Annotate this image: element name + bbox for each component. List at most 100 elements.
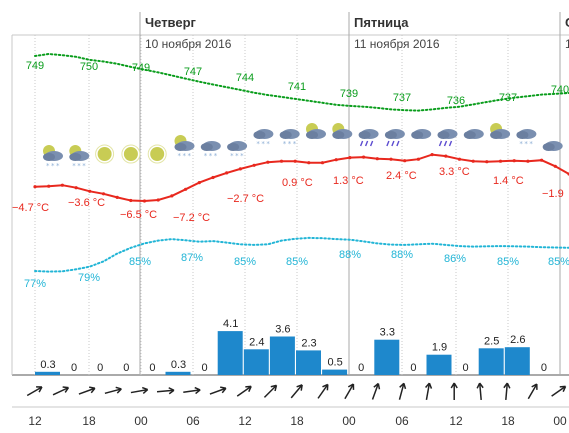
cloud-shape	[43, 153, 55, 161]
precipitation-bar	[165, 371, 191, 375]
hour-tick-label: 18	[290, 414, 304, 428]
raindrop-icon	[448, 140, 453, 147]
wind-arrow-shaft	[317, 384, 329, 399]
sun-icon	[147, 144, 167, 164]
snowflake-icon: *	[51, 162, 55, 170]
raindrop-icon	[386, 140, 390, 147]
precipitation-bar	[478, 348, 504, 376]
wind-arrow-head	[476, 382, 484, 389]
wind-arrow-icon	[344, 383, 355, 400]
wind-arrow-shaft	[263, 384, 277, 398]
snowflake-icon: *	[56, 162, 60, 170]
snowflake-icon: *	[288, 140, 292, 148]
temperature-label: 1.4 °C	[493, 175, 524, 187]
humidity-label: 79%	[78, 272, 100, 284]
precipitation-label: 0	[71, 362, 77, 374]
hour-tick-label: 06	[186, 414, 200, 428]
temperature-label: −1.9	[542, 188, 564, 200]
snowflake-icon: *	[230, 152, 234, 160]
temperature-series: −4.7 °C −3.6 °C −6.5 °C −7.2 °C −2.7 °C 0.9 °…	[12, 153, 569, 224]
precipitation-bar	[217, 331, 243, 375]
wind-arrow-icon	[130, 386, 149, 394]
cloud-shape	[174, 143, 187, 151]
hour-axis: 12 18 00 06 12 18 00 06 12 18 00	[28, 414, 567, 428]
wind-arrow-head	[220, 386, 227, 394]
raindrop-icon	[443, 140, 448, 147]
precipitation-bar	[426, 354, 452, 375]
raindrop-icon	[369, 140, 374, 147]
cloud-icon	[411, 129, 432, 139]
wind-arrow-shaft	[183, 389, 201, 393]
humidity-label: 85%	[129, 256, 151, 268]
precipitation-bar	[269, 336, 295, 375]
pressure-label: 749	[26, 60, 44, 72]
wind-arrow-head	[322, 383, 329, 391]
sun-disc	[150, 147, 165, 161]
wind-arrow-head	[36, 386, 43, 393]
day-name: С	[565, 15, 569, 30]
wind-arrow-head	[425, 382, 433, 389]
temperature-label: 2.4 °C	[386, 170, 417, 182]
sun-disc	[123, 147, 138, 161]
precipitation-label: 2.5	[484, 335, 499, 347]
snowflake-icon: *	[256, 140, 260, 148]
temperature-label: 0.9 °C	[282, 177, 313, 189]
wind-arrow-head	[373, 382, 381, 390]
wind-arrow-icon	[290, 384, 303, 399]
pressure-label: 736	[447, 95, 465, 107]
wind-arrow-head	[296, 384, 303, 391]
cloud-icon	[463, 129, 484, 139]
snowflake-icon: *	[266, 140, 270, 148]
temperature-label: −4.7 °C	[12, 202, 49, 214]
precipitation-label: 0	[97, 362, 103, 374]
snowflake-icon: *	[46, 162, 50, 170]
raindrop-icon	[438, 140, 443, 147]
day-date: 1	[565, 37, 569, 51]
cloud-snow-icon: * * *	[200, 141, 221, 160]
partly-cloudy-icon	[306, 123, 326, 139]
wind-arrow-shaft	[236, 385, 252, 397]
day-headers: Четверг 10 ноября 2016 Пятница 11 ноября 20…	[139, 12, 569, 375]
precipitation-label: 1.9	[432, 342, 447, 354]
partly-cloudy-icon	[332, 123, 353, 139]
raindrop-icon	[391, 140, 395, 147]
precipitation-label: 2.3	[301, 337, 316, 349]
precipitation-label: 0	[202, 362, 208, 374]
partly-cloudy-snow-icon: * * *	[69, 145, 90, 170]
temperature-label: 1.3 °C	[333, 175, 364, 187]
cloud-snow-icon: * * *	[516, 129, 537, 148]
sun-disc	[97, 147, 112, 161]
wind-arrow-head	[89, 386, 96, 394]
humidity-line	[34, 236, 569, 273]
day-name: Пятница	[354, 15, 409, 30]
cloud-snow-icon: * * *	[253, 129, 274, 148]
precipitation-label: 2.4	[249, 336, 264, 348]
weather-icons: * * * * * ** * * * * * * * ** * * * * * * * *	[43, 123, 563, 170]
raindrop-icon	[359, 140, 364, 147]
wind-arrow-shaft	[209, 387, 227, 395]
wind-arrow-icon	[450, 382, 458, 400]
wind-arrow-icon	[78, 386, 96, 395]
wind-arrow-icon	[317, 383, 329, 399]
wind-arrow-head	[531, 383, 538, 390]
snowflake-icon: *	[183, 152, 187, 160]
precipitation-label: 4.1	[223, 318, 238, 330]
cloud-shape	[516, 131, 529, 139]
wind-arrow-shaft	[425, 382, 431, 400]
snowflake-icon: *	[293, 140, 297, 148]
wind-arrow-shaft	[78, 387, 96, 395]
wind-arrow-head	[62, 386, 70, 393]
humidity-label: 85%	[234, 256, 256, 268]
snowflake-icon: *	[204, 152, 208, 160]
hour-tick-label: 12	[28, 414, 42, 428]
wind-arrow-icon	[183, 386, 201, 395]
sun-halo	[147, 144, 167, 164]
wind-arrow-head	[168, 387, 175, 395]
cloud-shape	[227, 143, 240, 151]
wind-arrow-head	[115, 386, 122, 394]
snowflake-icon: *	[209, 152, 213, 160]
wind-arrow-shaft	[527, 383, 538, 400]
wind-arrow-shaft	[478, 382, 482, 401]
wind-arrow-shaft	[290, 384, 303, 399]
snowflake-icon: *	[529, 140, 533, 148]
